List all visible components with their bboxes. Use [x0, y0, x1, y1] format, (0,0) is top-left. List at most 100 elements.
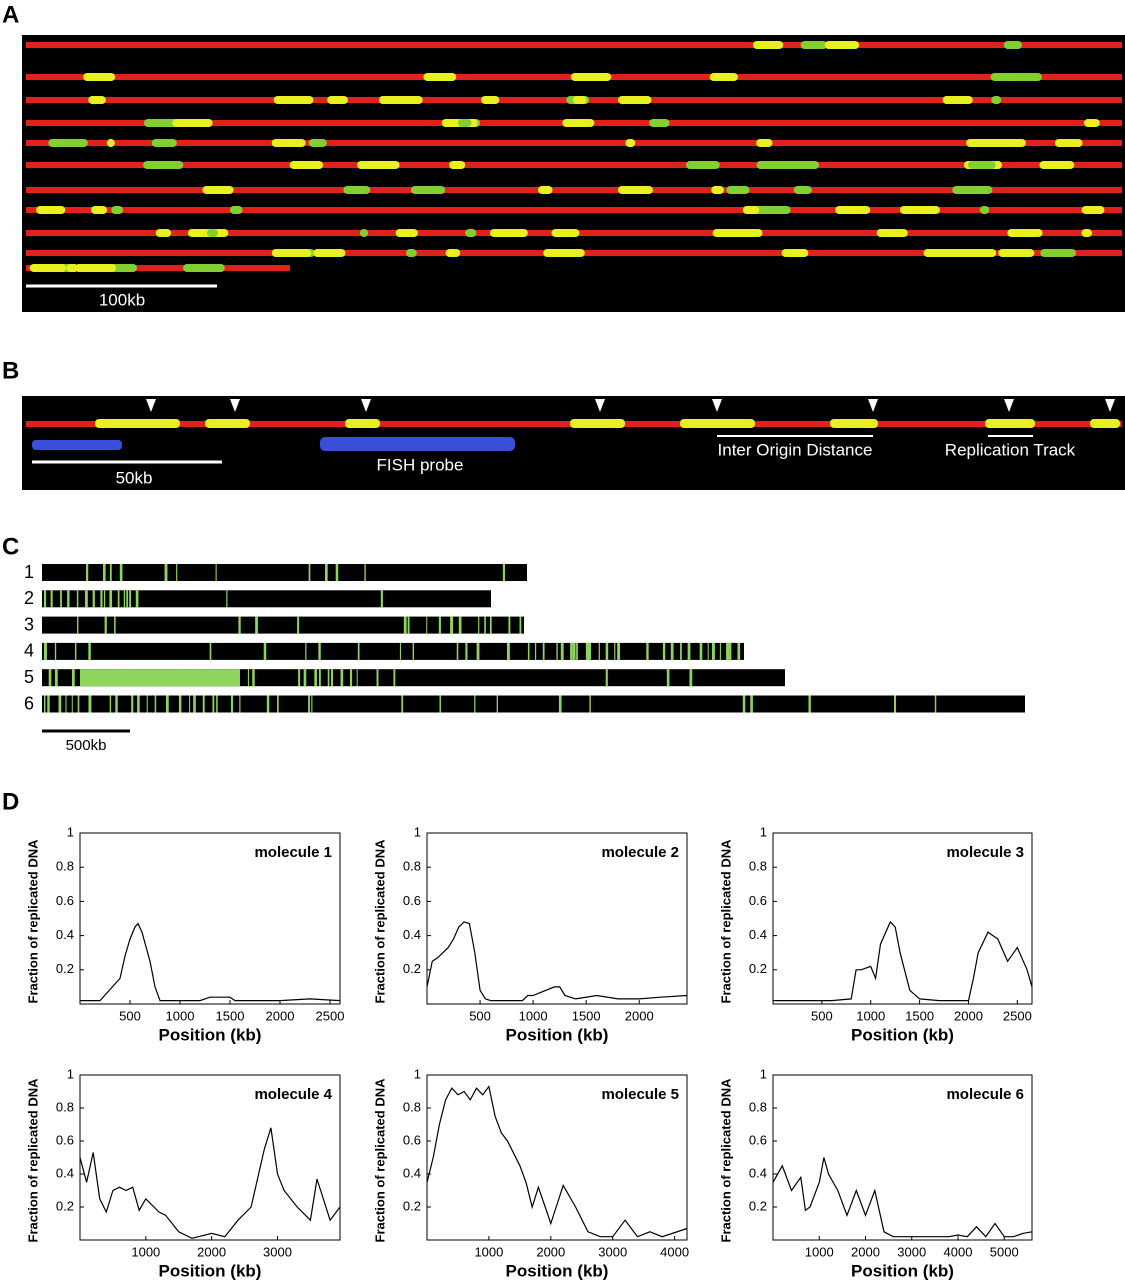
- label-blob: [343, 186, 371, 194]
- stripe: [458, 616, 462, 634]
- label-blob: [1090, 419, 1120, 428]
- stripe: [86, 564, 89, 581]
- stripe: [558, 695, 562, 713]
- y-tick-label: 0.2: [56, 961, 74, 976]
- stripe: [711, 642, 715, 660]
- stripe: [478, 616, 480, 634]
- stripe: [699, 642, 703, 660]
- stripe: [476, 642, 480, 660]
- stripe: [226, 590, 228, 608]
- origin-arrow: [1105, 399, 1115, 412]
- x-tick-label: 2000: [851, 1244, 880, 1259]
- x-tick-label: 4000: [944, 1244, 973, 1259]
- stripe: [542, 642, 545, 660]
- stripe: [100, 590, 103, 608]
- label-blob: [405, 249, 417, 257]
- label-blob: [481, 96, 500, 104]
- stripe: [314, 669, 317, 687]
- label-blob: [489, 229, 528, 237]
- stripe: [750, 695, 753, 713]
- strands: [26, 41, 1122, 272]
- x-tick-label: 500: [811, 1008, 833, 1023]
- x-tick-label: 2500: [316, 1008, 345, 1023]
- label-blob: [848, 206, 871, 214]
- stripe: [894, 695, 897, 713]
- stripe: [426, 616, 428, 634]
- stripe: [131, 695, 134, 713]
- label-blob: [752, 41, 784, 49]
- label-blob: [979, 206, 990, 214]
- y-tick-label: 0.4: [749, 927, 767, 942]
- panel-label: B: [2, 357, 19, 384]
- molecule-bar: [42, 564, 527, 581]
- stripe: [689, 669, 693, 687]
- label-blob: [732, 229, 763, 237]
- stripe: [808, 695, 811, 713]
- stripe: [81, 669, 84, 687]
- stripe: [393, 669, 396, 687]
- label-blob: [985, 419, 1035, 428]
- x-tick-label: 2000: [625, 1008, 654, 1023]
- label-blob: [793, 186, 812, 194]
- origin-arrow: [868, 399, 878, 412]
- label-blob: [742, 206, 760, 214]
- label-blob: [967, 161, 996, 169]
- stripe: [255, 616, 258, 634]
- label-blob: [445, 249, 461, 257]
- stripe: [77, 695, 80, 713]
- y-tick-label: 0.6: [56, 893, 74, 908]
- stripe: [146, 695, 148, 713]
- row-label: 2: [24, 588, 34, 608]
- stripe: [135, 590, 139, 608]
- origin-arrow: [361, 399, 371, 412]
- label-blob: [824, 41, 860, 49]
- origin-arrow: [595, 399, 605, 412]
- x-tick-label: 1500: [905, 1008, 934, 1023]
- x-tick-label: 4000: [660, 1244, 689, 1259]
- strand: [26, 140, 1122, 146]
- stripe: [54, 642, 57, 660]
- molecule-bar: [42, 616, 524, 634]
- label-blob: [95, 419, 180, 428]
- stripe: [318, 669, 321, 687]
- label-blob: [756, 139, 773, 147]
- stripe: [50, 590, 53, 608]
- stripe: [92, 669, 94, 687]
- stripe: [80, 669, 240, 687]
- stripe: [126, 669, 130, 687]
- stripe: [588, 642, 591, 660]
- label-blob: [289, 161, 324, 169]
- label-blob: [543, 249, 585, 257]
- plot-frame: [426, 832, 688, 1005]
- label-blob: [273, 96, 314, 104]
- label-blob: [1007, 229, 1043, 237]
- stripe: [465, 642, 468, 660]
- chart-title: molecule 2: [601, 844, 679, 861]
- panel-b-image: [22, 396, 1125, 490]
- label-blob: [345, 419, 380, 428]
- x-axis-label: Position (kb): [159, 1025, 262, 1044]
- stripe: [71, 669, 75, 687]
- strand: [26, 162, 1122, 168]
- x-tick-label: 5000: [990, 1244, 1019, 1259]
- y-tick-label: 0.8: [56, 859, 74, 874]
- label-blob: [617, 96, 652, 104]
- strand: [26, 399, 1122, 451]
- stripe: [403, 616, 407, 634]
- label-blob: [465, 229, 477, 237]
- stripe: [357, 642, 360, 660]
- label-blob: [1081, 229, 1093, 237]
- label-blob: [756, 161, 796, 169]
- stripe: [576, 642, 578, 660]
- stripe: [380, 590, 383, 608]
- x-tick-label: 1000: [166, 1008, 195, 1023]
- stripe: [210, 669, 214, 687]
- plot-frame: [772, 1074, 1033, 1241]
- x-tick-label: 1000: [856, 1008, 885, 1023]
- stripe: [670, 642, 674, 660]
- chart: 0.2 0.4 0.6 0.8 1 1000 2000 3000 4000 molecule 5 P…: [372, 1066, 689, 1280]
- stripe: [534, 642, 537, 660]
- panel-label: A: [2, 1, 19, 28]
